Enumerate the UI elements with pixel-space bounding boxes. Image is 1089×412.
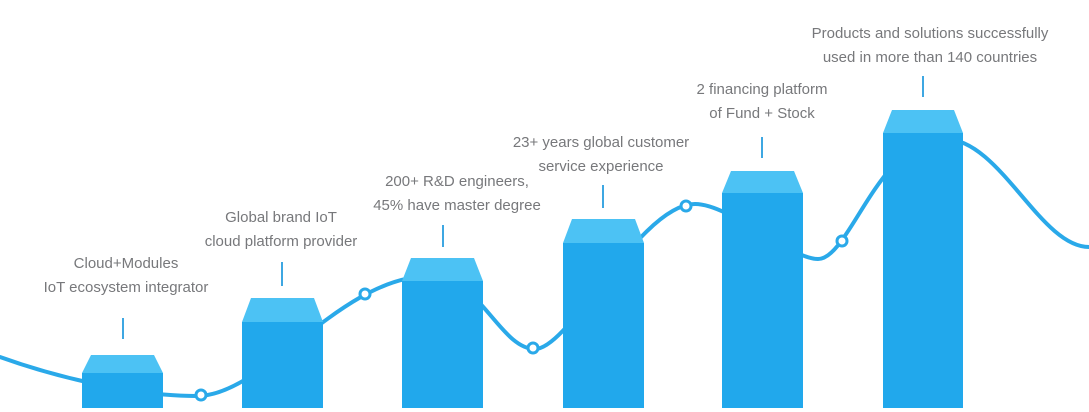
milestone-label-2-line2: cloud platform provider xyxy=(204,233,358,250)
milestone-label-4: 23+ years global customer service experi… xyxy=(513,131,689,179)
milestone-label-6-line1: Products and solutions successfully xyxy=(811,25,1049,42)
milestone-label-6-line2: used in more than 140 countries xyxy=(822,49,1038,66)
milestone-label-5-line1: 2 financing platform xyxy=(696,81,828,98)
milestone-label-4-line2: service experience xyxy=(538,158,664,175)
trend-marker-2 xyxy=(358,287,372,301)
bar-top-face-2 xyxy=(242,298,323,322)
trend-marker-1 xyxy=(194,388,208,402)
milestone-label-2: Global brand IoT cloud platform provider xyxy=(205,206,358,254)
milestone-label-5: 2 financing platform of Fund + Stock xyxy=(697,78,828,126)
bar-top-face-1 xyxy=(82,355,163,373)
milestone-label-1: Cloud+Modules IoT ecosystem integrator xyxy=(44,252,209,300)
bar-top-face-6 xyxy=(883,110,963,133)
trend-marker-4 xyxy=(679,199,693,213)
milestone-label-1-line2: IoT ecosystem integrator xyxy=(43,279,209,296)
milestone-label-2-line1: Global brand IoT xyxy=(225,209,337,226)
milestone-label-6: Products and solutions successfully used… xyxy=(812,22,1049,70)
milestone-label-3-line2: 45% have master degree xyxy=(373,197,541,214)
milestone-label-3: 200+ R&D engineers, 45% have master degr… xyxy=(373,170,541,218)
bar-top-face-4 xyxy=(563,219,644,243)
bar-front-face-1 xyxy=(82,373,163,408)
bar-front-face-4 xyxy=(563,243,644,408)
milestone-label-1-line1: Cloud+Modules xyxy=(73,255,179,272)
bar-top-face-3 xyxy=(402,258,483,281)
bar-front-face-5 xyxy=(722,193,803,408)
trend-marker-3 xyxy=(526,341,540,355)
bar-front-face-2 xyxy=(242,322,323,408)
trend-marker-5 xyxy=(835,234,849,248)
milestone-label-4-line1: 23+ years global customer xyxy=(512,134,690,151)
milestone-label-5-line2: of Fund + Stock xyxy=(709,105,815,122)
bar-top-face-5 xyxy=(722,171,803,193)
bar-front-face-3 xyxy=(402,281,483,408)
bar-front-face-6 xyxy=(883,133,963,408)
milestone-label-3-line1: 200+ R&D engineers, xyxy=(385,173,529,190)
